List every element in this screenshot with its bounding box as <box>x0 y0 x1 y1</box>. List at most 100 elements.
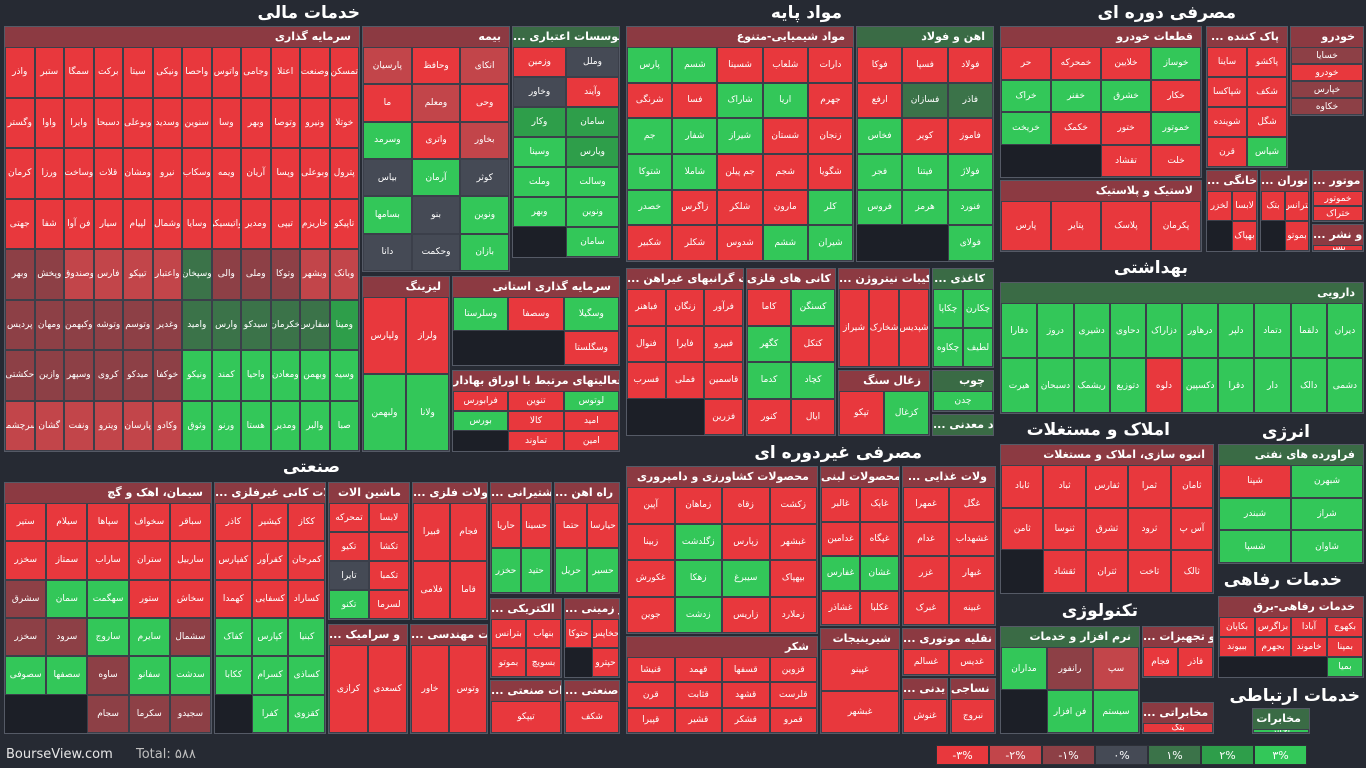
stock-tile[interactable]: وپخش <box>34 249 64 300</box>
stock-tile[interactable]: کرمان <box>5 148 35 199</box>
stock-tile[interactable]: دشمی <box>1326 358 1363 413</box>
stock-tile[interactable]: ببیوند <box>1219 637 1255 657</box>
stock-tile[interactable]: تقشاد <box>1101 144 1151 177</box>
stock-tile[interactable]: ونوین <box>566 197 619 227</box>
stock-tile[interactable]: فنورد <box>947 189 993 226</box>
stock-tile[interactable]: خفنر <box>1051 79 1101 112</box>
stock-tile[interactable]: سیبرغ <box>722 560 770 597</box>
stock-tile[interactable]: لوتوس <box>563 391 619 411</box>
stock-tile[interactable]: لپیام <box>123 198 153 249</box>
stock-tile[interactable]: ولبهمن <box>363 374 406 451</box>
stock-tile[interactable]: حتید <box>521 548 551 593</box>
industry-group-title[interactable]: ... ولات غذایی <box>903 467 995 488</box>
stock-tile[interactable]: بسویچ <box>526 648 561 677</box>
stock-tile[interactable]: ثقشاد <box>1043 550 1086 593</box>
stock-tile[interactable]: ونیکی <box>152 47 182 98</box>
stock-tile[interactable]: کتکل <box>791 325 835 362</box>
stock-tile[interactable]: کدما <box>747 362 791 399</box>
stock-tile[interactable]: بجهرم <box>1255 637 1291 657</box>
stock-tile[interactable]: شفار <box>672 118 718 154</box>
stock-tile[interactable]: کاذر <box>215 503 252 542</box>
stock-tile[interactable]: دلپر <box>1218 303 1255 358</box>
stock-tile[interactable]: غدام <box>903 521 949 556</box>
stock-tile[interactable]: کالا <box>508 411 564 431</box>
stock-tile[interactable]: کمند <box>211 350 241 401</box>
sector-title-industrial[interactable]: صنعتی <box>282 457 340 477</box>
stock-tile[interactable]: بترانس <box>1285 191 1309 221</box>
stock-tile[interactable]: بسامها <box>363 196 412 234</box>
stock-tile[interactable]: وملت <box>513 167 566 197</box>
stock-tile[interactable]: دالک <box>1290 358 1327 413</box>
stock-tile[interactable]: وسدید <box>152 97 182 148</box>
industry-group-title[interactable]: مواد شیمیایی-متنوع <box>627 27 853 48</box>
stock-tile[interactable]: تمحرکه <box>329 503 369 532</box>
stock-tile[interactable]: کسفایی <box>251 579 289 618</box>
stock-tile[interactable]: کفرا <box>251 694 289 733</box>
industry-group[interactable]: محصولات لبنی غاپک غالبر غپگاه غدامین غشان غفار… <box>820 466 900 626</box>
industry-group[interactable]: سرمایه گذاری استانی وسگیلا وسصفا وسلرستا وسگ… <box>452 276 620 366</box>
stock-tile[interactable]: ستور <box>128 579 170 618</box>
industry-group-title[interactable]: دارویی <box>1001 283 1363 304</box>
industry-group-title[interactable]: محصولات کشاورزی و دامپروری <box>627 467 817 488</box>
stock-tile[interactable]: شیاس <box>1247 137 1287 167</box>
stock-tile[interactable]: شستان <box>762 118 808 154</box>
stock-tile[interactable]: کپارس <box>251 617 289 657</box>
stock-tile[interactable]: فخاس <box>857 118 903 154</box>
stock-tile[interactable]: قاما <box>450 561 487 619</box>
stock-tile[interactable]: خریخت <box>1001 112 1051 145</box>
stock-tile[interactable]: قزوین <box>769 657 817 683</box>
stock-tile[interactable]: جهتی <box>5 198 35 249</box>
stock-tile[interactable]: آبادا <box>1291 617 1327 637</box>
stock-tile[interactable]: ختور <box>1101 112 1151 145</box>
stock-tile[interactable]: شبهرن <box>1291 465 1363 498</box>
stock-tile[interactable]: تنوین <box>508 391 564 411</box>
stock-tile[interactable]: فاموز <box>947 118 993 154</box>
stock-tile[interactable]: خکاوه <box>1291 98 1363 115</box>
stock-tile[interactable]: ومدیر <box>270 400 300 451</box>
stock-tile[interactable]: ثاباد <box>1001 465 1044 508</box>
stock-tile[interactable]: والی <box>211 249 241 300</box>
stock-tile[interactable]: واحصا <box>182 47 212 98</box>
stock-tile[interactable]: غمهرا <box>903 487 949 522</box>
stock-tile[interactable]: ایال <box>791 398 835 435</box>
stock-tile[interactable]: ساوه <box>87 656 129 695</box>
stock-tile[interactable]: غزر <box>903 556 949 591</box>
industry-group[interactable]: ... مخابراتی بتک <box>1142 702 1214 734</box>
stock-tile[interactable]: فبیرا <box>413 503 450 561</box>
stock-tile[interactable]: سمان <box>46 579 88 618</box>
industry-group[interactable]: زغال سنگ کزغال تپکو <box>838 370 930 436</box>
stock-tile[interactable]: حسینا <box>521 503 551 548</box>
stock-tile[interactable]: سباقر <box>169 503 211 542</box>
stock-tile[interactable]: ونوین <box>460 196 509 234</box>
stock-tile[interactable]: ککابا <box>215 656 252 695</box>
stock-tile[interactable]: وملی <box>241 249 271 300</box>
industry-group[interactable]: خودرو خسایا خودرو خپارس خکاوه <box>1290 26 1364 116</box>
stock-tile[interactable]: شفا <box>34 198 64 249</box>
industry-group-title[interactable]: ... مخابراتی <box>1143 703 1213 724</box>
stock-tile[interactable]: دشیری <box>1073 303 1110 358</box>
sector-title-realestate[interactable]: املاک و مستغلات <box>1026 420 1170 440</box>
stock-tile[interactable]: سیدکو <box>241 299 271 350</box>
stock-tile[interactable]: وحافظ <box>411 47 461 85</box>
industry-group[interactable]: ... خانگی لابسا لخزر بهپاک <box>1206 170 1258 252</box>
industry-group-title[interactable]: شیرینیجات <box>821 629 899 650</box>
stock-tile[interactable]: ثامن <box>1001 507 1044 551</box>
stock-tile[interactable]: بهپاک <box>1232 221 1257 251</box>
stock-tile[interactable]: زبینا <box>627 523 675 560</box>
stock-tile[interactable]: بیاس <box>363 158 412 197</box>
industry-group-title[interactable]: ... راه اهن <box>555 483 619 504</box>
stock-tile[interactable]: فجام <box>450 503 487 561</box>
industry-group[interactable]: ... تورانبترانسبتکبموتو <box>1260 170 1310 252</box>
stock-tile[interactable]: دانا <box>363 233 412 271</box>
industry-group[interactable]: ... زات گرانبهای غیراهنفرآورزنگانفباهنرف… <box>626 268 744 436</box>
stock-tile[interactable]: خوکفا <box>152 350 182 401</box>
stock-tile[interactable]: بترانس <box>491 619 526 648</box>
stock-tile[interactable]: وتوکا <box>270 249 300 300</box>
stock-tile[interactable]: قلرست <box>769 682 817 708</box>
stock-tile[interactable]: زاگرس <box>672 189 718 226</box>
stock-tile[interactable]: فملی <box>665 362 705 399</box>
stock-tile[interactable]: زنجان <box>807 118 853 154</box>
stock-tile[interactable]: حخزر <box>491 548 521 593</box>
stock-tile[interactable]: ونیرو <box>300 97 330 148</box>
stock-tile[interactable]: وثوق <box>182 400 212 451</box>
